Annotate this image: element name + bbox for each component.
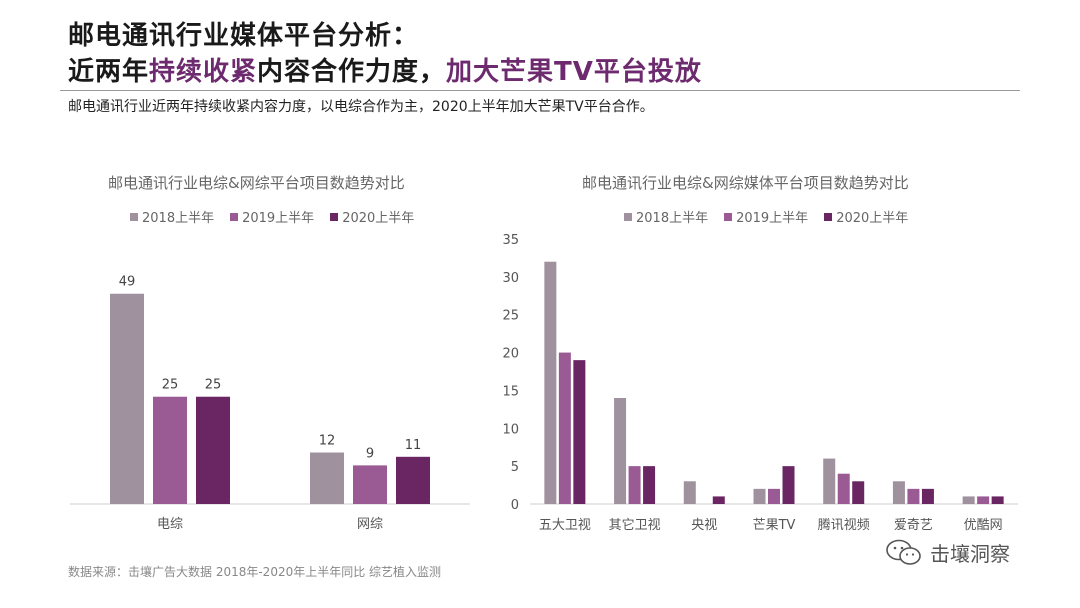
legend-item-2019: 2019上半年 [230, 207, 314, 226]
brand-name: 击壤洞察 [930, 542, 1010, 566]
title-line-2: 近两年持续收紧内容合作力度，加大芒果TV平台投放 [68, 54, 702, 90]
chart2-y-tick-label: 15 [502, 384, 519, 399]
legend-label-2019: 2019上半年 [242, 211, 315, 226]
chart1-legend: 2018上半年 2019上半年 2020上半年 [130, 207, 414, 226]
chart2-bar [921, 488, 934, 504]
chart2-bar [977, 496, 990, 504]
legend2-label-2018: 2018上半年 [636, 211, 709, 226]
chart1-data-label: 25 [205, 378, 222, 393]
chart2-bar [558, 352, 571, 504]
title-part-a: 近两年 [68, 57, 150, 87]
chart1-data-label: 49 [119, 275, 136, 290]
data-source-note: 数据来源：击壤广告大数据 2018年-2020年上半年同比 综艺植入监测 [68, 565, 442, 579]
chart1-data-label: 25 [162, 378, 179, 393]
chart1-category-label: 电综 [157, 517, 183, 532]
chart2-bar [907, 488, 920, 504]
chart2-bar [823, 458, 836, 504]
title-highlight-2: 加大芒果TV平台投放 [446, 57, 702, 87]
legend-item-2020: 2020上半年 [330, 207, 414, 226]
legend-label-2020: 2020上半年 [342, 211, 415, 226]
title-part-c: 内容合作力度， [257, 57, 447, 87]
chart2-category-label: 央视 [691, 518, 717, 533]
chart2-y-tick-label: 30 [502, 271, 519, 286]
title-divider [60, 90, 1020, 91]
legend2-label-2019: 2019上半年 [736, 211, 809, 226]
chart2-category-label: 腾讯视频 [818, 517, 870, 533]
chart2-legend: 2018上半年 2019上半年 2020上半年 [624, 207, 908, 226]
chart2-bar [544, 261, 557, 504]
page-subtitle: 邮电通讯行业近两年持续收紧内容力度，以电综合作为主，2020上半年加大芒果TV平… [68, 99, 654, 115]
chart2-bar [712, 496, 725, 504]
chart1-bar [196, 396, 230, 504]
chart2-y-tick-label: 10 [502, 422, 519, 437]
chart2-svg: 0 5 10 15 20 25 30 35 五大卫视 其它卫视 央视 芒果TV 腾讯视频 爱奇艺 优酷网 [502, 233, 1018, 533]
chart2-category-label: 优酷网 [964, 518, 1003, 533]
chart2-bar [892, 481, 905, 504]
chart2-bar [782, 466, 795, 504]
chart2-y-tick-label: 25 [502, 309, 519, 324]
legend-label-2018: 2018上半年 [142, 211, 215, 226]
chart2-bar [768, 488, 780, 504]
chart1-data-label: 12 [319, 434, 336, 449]
legend2-item-2018: 2018上半年 [624, 207, 708, 226]
page-title: 邮电通讯行业媒体平台分析： 近两年持续收紧内容合作力度，加大芒果TV平台投放 [68, 18, 702, 90]
legend2-swatch-2018 [624, 212, 632, 221]
chart2-bar [683, 481, 696, 504]
chart2-bar [962, 496, 975, 504]
chart2-bar [643, 466, 656, 504]
chart2-y-tick-label: 35 [502, 233, 519, 248]
chart2-y-tick-label: 5 [511, 460, 519, 475]
title-line-1: 邮电通讯行业媒体平台分析： [68, 21, 420, 51]
legend2-label-2020: 2020上半年 [836, 211, 909, 226]
chart1-bar [310, 452, 344, 504]
legend-swatch-2019 [230, 212, 239, 221]
legend-swatch-2018 [130, 212, 138, 221]
chart2-bar [573, 360, 586, 504]
chart2-bar [753, 488, 766, 504]
legend2-item-2019: 2019上半年 [724, 207, 808, 226]
legend-swatch-2020 [330, 212, 339, 221]
chart2-bar [837, 473, 850, 504]
chart2-y-tick-label: 0 [511, 498, 519, 513]
chart2-category-label: 爱奇艺 [894, 517, 933, 533]
chart2-category-label: 芒果TV [753, 517, 796, 533]
chart2-bar [852, 481, 865, 504]
chart1-bar [110, 293, 144, 504]
chart2-category-label: 其它卫视 [609, 517, 661, 533]
brand-watermark: 击壤洞察 [886, 538, 1010, 567]
chart1-data-label: 9 [366, 446, 374, 461]
legend2-item-2020: 2020上半年 [824, 207, 908, 226]
legend2-swatch-2019 [724, 212, 733, 221]
chart1-data-label: 11 [405, 438, 422, 453]
legend2-swatch-2020 [824, 212, 833, 221]
chart1-bar [153, 396, 187, 504]
chart2-y-tick-label: 20 [502, 347, 519, 362]
chart1-category-label: 网综 [357, 517, 383, 532]
chart1-bar [353, 465, 387, 504]
wechat-icon [886, 539, 921, 565]
legend-item-2018: 2018上半年 [130, 207, 214, 226]
title-highlight-1: 持续收紧 [149, 57, 258, 87]
chart2-bar [991, 496, 1004, 504]
chart1-title: 邮电通讯行业电综&网综平台项目数趋势对比 [108, 174, 405, 192]
chart2-category-label: 五大卫视 [539, 518, 591, 533]
chart1-bar [396, 456, 430, 504]
chart2-title: 邮电通讯行业电综&网综媒体平台项目数趋势对比 [582, 174, 909, 192]
chart1-svg: 49 25 25 电综 12 9 11 网综 [70, 275, 470, 532]
chart2-bar [614, 398, 627, 504]
chart2-bar [628, 466, 641, 504]
